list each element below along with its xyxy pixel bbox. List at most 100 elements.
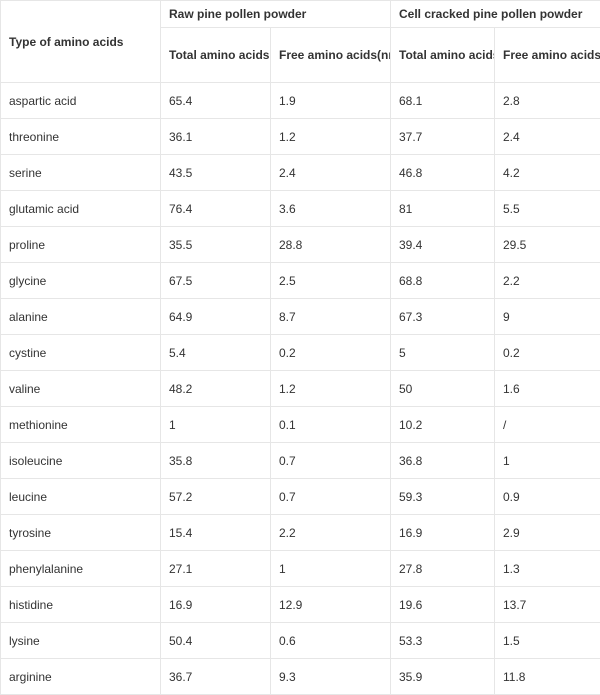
raw-free-cell: 1.9 (271, 83, 391, 119)
cracked-free-cell: 1.3 (495, 551, 600, 587)
raw-total-cell: 36.7 (161, 659, 271, 695)
table-header: Type of amino acids Raw pine pollen powd… (1, 1, 600, 83)
cracked-free-cell: 1.5 (495, 623, 600, 659)
cracked-free-cell: 2.9 (495, 515, 600, 551)
cracked-free-cell: 0.9 (495, 479, 600, 515)
raw-free-header: Free amino acids(nmol/mg) (271, 28, 391, 83)
amino-acid-name-cell: arginine (1, 659, 161, 695)
raw-free-cell: 0.2 (271, 335, 391, 371)
cracked-free-cell: 9 (495, 299, 600, 335)
raw-free-cell: 2.5 (271, 263, 391, 299)
raw-free-cell: 1.2 (271, 119, 391, 155)
cracked-total-cell: 36.8 (391, 443, 495, 479)
raw-free-cell: 0.6 (271, 623, 391, 659)
amino-acid-name-cell: threonine (1, 119, 161, 155)
raw-total-cell: 48.2 (161, 371, 271, 407)
amino-acid-name-cell: serine (1, 155, 161, 191)
raw-total-cell: 76.4 (161, 191, 271, 227)
cracked-total-cell: 81 (391, 191, 495, 227)
amino-acid-name-cell: methionine (1, 407, 161, 443)
cracked-free-cell: 2.4 (495, 119, 600, 155)
cracked-total-cell: 10.2 (391, 407, 495, 443)
cracked-total-cell: 16.9 (391, 515, 495, 551)
cracked-free-cell: 4.2 (495, 155, 600, 191)
raw-total-cell: 36.1 (161, 119, 271, 155)
cracked-total-cell: 19.6 (391, 587, 495, 623)
amino-acid-name-cell: glutamic acid (1, 191, 161, 227)
cracked-free-cell: 2.2 (495, 263, 600, 299)
amino-acid-name-cell: alanine (1, 299, 161, 335)
amino-acid-name-cell: isoleucine (1, 443, 161, 479)
raw-total-cell: 35.5 (161, 227, 271, 263)
raw-total-cell: 64.9 (161, 299, 271, 335)
cracked-free-cell: 0.2 (495, 335, 600, 371)
raw-free-cell: 0.1 (271, 407, 391, 443)
raw-pollen-group-header: Raw pine pollen powder (161, 1, 391, 28)
cracked-total-cell: 68.8 (391, 263, 495, 299)
cracked-total-cell: 67.3 (391, 299, 495, 335)
cracked-total-cell: 50 (391, 371, 495, 407)
cracked-total-header: Total amino acids(nmol/mg) (391, 28, 495, 83)
cracked-free-cell: 11.8 (495, 659, 600, 695)
cracked-total-cell: 27.8 (391, 551, 495, 587)
cracked-free-header: Free amino acids(nmol/mg) (495, 28, 600, 83)
amino-acid-name-cell: phenylalanine (1, 551, 161, 587)
raw-total-cell: 15.4 (161, 515, 271, 551)
cracked-pollen-group-header: Cell cracked pine pollen powder (391, 1, 600, 28)
cracked-total-cell: 46.8 (391, 155, 495, 191)
amino-acid-name-cell: lysine (1, 623, 161, 659)
amino-acid-name-cell: valine (1, 371, 161, 407)
raw-free-cell: 2.4 (271, 155, 391, 191)
raw-total-cell: 43.5 (161, 155, 271, 191)
cracked-total-cell: 59.3 (391, 479, 495, 515)
raw-total-header: Total amino acids(nmol/mg) (161, 28, 271, 83)
cracked-total-cell: 68.1 (391, 83, 495, 119)
raw-free-cell: 3.6 (271, 191, 391, 227)
amino-acid-name-cell: proline (1, 227, 161, 263)
type-column-header: Type of amino acids (1, 1, 161, 83)
header-group-row: Type of amino acids Raw pine pollen powd… (1, 1, 600, 28)
raw-total-cell: 35.8 (161, 443, 271, 479)
cracked-free-cell: 1.6 (495, 371, 600, 407)
cracked-total-cell: 37.7 (391, 119, 495, 155)
cracked-free-cell: / (495, 407, 600, 443)
amino-acid-name-cell: aspartic acid (1, 83, 161, 119)
raw-free-cell: 0.7 (271, 479, 391, 515)
cracked-total-cell: 5 (391, 335, 495, 371)
raw-free-cell: 8.7 (271, 299, 391, 335)
raw-free-cell: 0.7 (271, 443, 391, 479)
cracked-free-cell: 5.5 (495, 191, 600, 227)
raw-free-cell: 2.2 (271, 515, 391, 551)
cracked-total-cell: 35.9 (391, 659, 495, 695)
cracked-free-cell: 13.7 (495, 587, 600, 623)
raw-total-cell: 5.4 (161, 335, 271, 371)
amino-acid-name-cell: glycine (1, 263, 161, 299)
raw-total-cell: 57.2 (161, 479, 271, 515)
amino-acid-name-cell: histidine (1, 587, 161, 623)
amino-acid-name-cell: tyrosine (1, 515, 161, 551)
amino-acid-name-cell: leucine (1, 479, 161, 515)
raw-total-cell: 67.5 (161, 263, 271, 299)
raw-free-cell: 12.9 (271, 587, 391, 623)
cracked-free-cell: 1 (495, 443, 600, 479)
raw-total-cell: 50.4 (161, 623, 271, 659)
raw-free-cell: 1.2 (271, 371, 391, 407)
